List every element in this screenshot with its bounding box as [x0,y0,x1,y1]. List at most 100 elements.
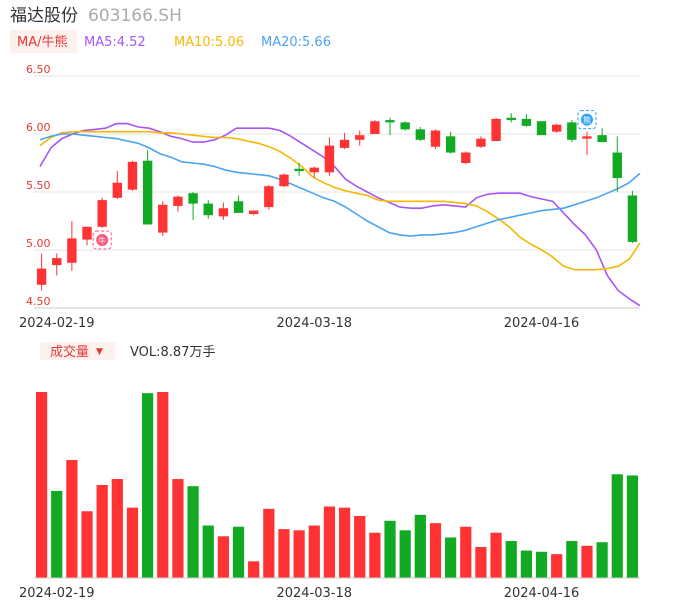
volume-bar[interactable] [293,530,305,578]
volume-bar[interactable] [581,545,593,578]
markers: 牛熊 [92,110,597,250]
volume-bar[interactable] [323,506,336,578]
volume-bar[interactable] [551,554,563,578]
candle[interactable] [491,117,501,141]
candle[interactable] [112,171,123,199]
volume-bar[interactable] [460,526,472,578]
candle[interactable] [67,221,77,271]
volume-bar[interactable] [338,507,351,578]
volume-bar[interactable] [217,536,229,578]
volume-bar[interactable] [596,542,608,578]
candle-body [127,161,138,190]
candle-body [52,258,62,266]
candle-body [521,118,532,126]
volume-bar[interactable] [354,516,366,578]
ma-selector-bg[interactable] [10,30,77,53]
candle[interactable] [445,131,456,154]
candle[interactable] [294,163,304,176]
price-tick-label: 5.50 [26,179,51,192]
stock-code: 603166.SH [88,6,182,26]
candle[interactable] [355,130,365,146]
candle[interactable] [218,202,229,220]
candle[interactable] [612,136,622,192]
bull-marker[interactable]: 牛 [92,230,112,250]
candle[interactable] [370,120,380,134]
candle[interactable] [142,150,153,225]
volume-bar[interactable] [490,532,502,578]
volume-bar[interactable] [399,530,411,578]
volume-bar[interactable] [626,475,639,578]
volume-bar[interactable] [35,392,48,578]
ma-selector[interactable]: MA/牛熊 [17,34,68,50]
candle[interactable] [536,121,547,136]
candle-body [158,204,168,233]
candle[interactable] [188,192,198,220]
volume-bar[interactable] [566,541,578,578]
candle[interactable] [264,185,274,210]
candle[interactable] [248,210,259,216]
candle[interactable] [476,136,486,148]
volume-label: VOL:8.87万手 [130,345,215,360]
candle[interactable] [324,137,335,176]
candle[interactable] [233,195,244,213]
candle[interactable] [339,132,350,150]
candle[interactable] [582,131,592,155]
volume-bar[interactable] [142,393,154,578]
volume-bar[interactable] [81,511,93,578]
candle[interactable] [400,121,410,131]
candle[interactable] [567,120,577,143]
volume-selector-bg[interactable] [40,342,115,360]
candle[interactable] [415,127,426,141]
bear-marker[interactable]: 熊 [577,110,597,130]
candle[interactable] [97,197,107,228]
candle[interactable] [203,200,213,219]
candle[interactable] [506,113,516,123]
volume-bar[interactable] [187,486,199,578]
volume-bar[interactable] [202,525,214,578]
volume-bar[interactable] [263,508,275,578]
candle-body [506,117,516,121]
volume-bar[interactable] [384,520,396,578]
volume-bar[interactable] [429,523,442,578]
volume-bar[interactable] [520,550,532,578]
volume-selector-caret[interactable]: ▼ [96,347,103,357]
candle[interactable] [597,128,607,143]
volume-bar[interactable] [66,459,78,578]
volume-bar[interactable] [369,532,381,578]
volume-x-tick-label: 2024-02-19 [19,586,95,601]
volume-bar[interactable] [535,551,548,578]
volume-bar[interactable] [505,541,517,578]
candle-body [218,208,229,217]
volume-bar[interactable] [111,479,123,578]
candle[interactable] [279,173,289,188]
volume-x-axis: 2024-02-19 2024-03-18 2024-04-16 [19,586,579,601]
candle[interactable] [52,253,62,276]
volume-bar[interactable] [475,547,487,578]
volume-selector[interactable]: 成交量 [50,344,89,360]
volume-bar[interactable] [414,514,426,578]
volume-bar[interactable] [96,485,108,578]
candle[interactable] [551,123,562,133]
candle[interactable] [461,151,471,165]
candle[interactable] [430,129,441,150]
candle[interactable] [127,160,138,191]
volume-bar[interactable] [308,525,320,578]
volume-bar[interactable] [232,526,245,578]
candle[interactable] [82,226,92,246]
candle[interactable] [36,253,47,291]
candle[interactable] [521,114,532,128]
candle[interactable] [385,117,395,136]
candle[interactable] [158,201,168,237]
volume-bar[interactable] [51,490,63,578]
volume-bar[interactable] [126,507,139,578]
candle[interactable] [309,166,319,179]
volume-bar[interactable] [611,474,623,578]
candle[interactable] [627,190,638,244]
volume-bar[interactable] [157,392,169,578]
volume-bar[interactable] [278,529,290,578]
volume-bar[interactable] [445,537,457,578]
candle[interactable] [173,195,183,212]
volume-bar[interactable] [172,479,184,578]
candle-body [264,186,274,208]
volume-bar[interactable] [248,561,260,578]
